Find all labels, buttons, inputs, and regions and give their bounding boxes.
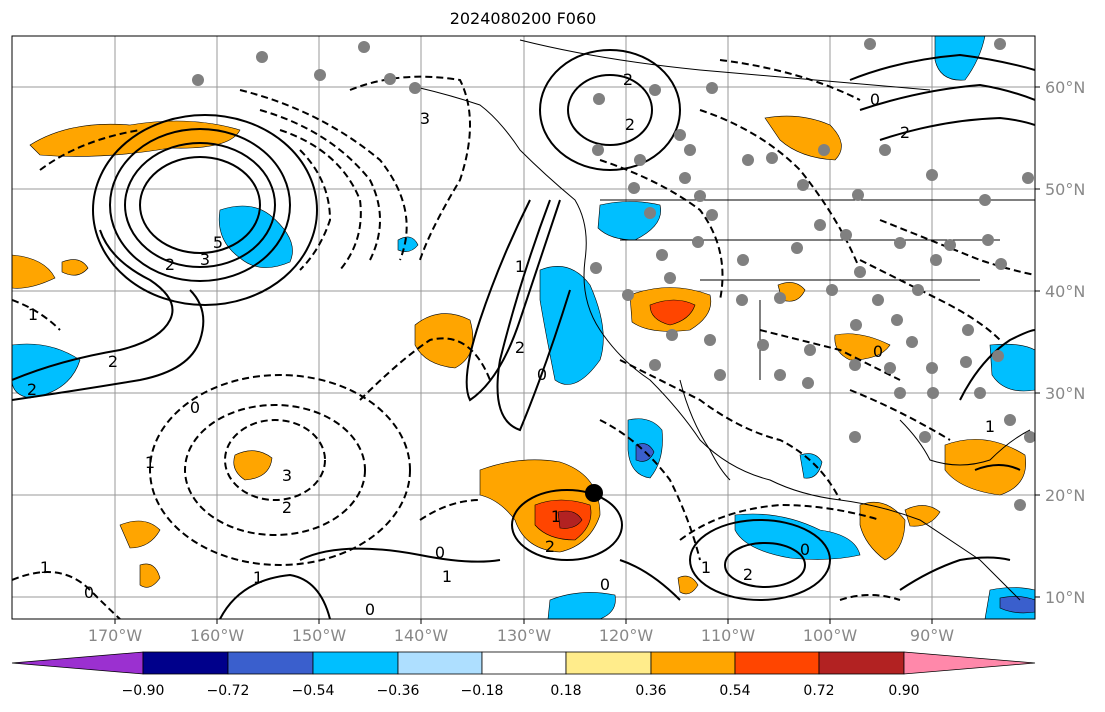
contour-label: 2 [545, 537, 555, 556]
colorbar-tick-label: 0.18 [550, 683, 582, 699]
dashed-contours [12, 59, 1035, 619]
contour-label: 2 [625, 115, 635, 134]
contour-label: 1 [145, 453, 155, 472]
contour-label: 0 [190, 398, 200, 417]
colorbar-tick-label: −0.18 [460, 683, 504, 699]
contour-label: 1 [515, 257, 525, 276]
contour-label: 1 [701, 558, 711, 577]
orange-blob [61, 259, 89, 276]
lon-label: 110°W [700, 626, 756, 645]
colorbar-segment [650, 651, 736, 675]
map-title: 2024080200 F060 [449, 9, 597, 28]
lon-label: 100°W [802, 626, 858, 645]
orange-blob [904, 505, 941, 527]
lat-label: 30°N [1045, 384, 1086, 403]
coastlines [419, 39, 1035, 601]
contour-label: 2 [900, 123, 910, 142]
colorbar-tick-label: 0.36 [635, 683, 667, 699]
lon-label: 160°W [189, 626, 245, 645]
lat-label: 60°N [1045, 78, 1086, 97]
tick-marks [114, 86, 1040, 624]
contour-label: 1 [442, 567, 452, 586]
station-dots [192, 38, 1035, 511]
gridlines [12, 36, 1035, 619]
solid-contours [12, 49, 1035, 619]
cyan-blob [218, 205, 293, 268]
lat-label: 40°N [1045, 282, 1086, 301]
lat-label: 20°N [1045, 486, 1086, 505]
orange-blob [119, 520, 161, 549]
contour-labels: 5 2 3 3 2 2 1 0 2 3 1 1 0 2 1 0 1 2 2 0 … [27, 70, 995, 619]
contour-label: 0 [800, 540, 810, 559]
contour-label: 2 [623, 70, 633, 89]
contour-label: 0 [435, 543, 445, 562]
colorbar-tick-label: −0.90 [121, 683, 165, 699]
lat-label: 50°N [1045, 180, 1086, 199]
colorbar-max-extend [903, 651, 1036, 675]
colorbar-segment [734, 651, 820, 675]
lon-label: 130°W [496, 626, 552, 645]
lon-label: 120°W [598, 626, 654, 645]
contour-label: 3 [200, 250, 210, 269]
cyan-blob [934, 36, 986, 81]
lon-label: 150°W [291, 626, 347, 645]
lon-label: 170°W [87, 626, 143, 645]
contour-label: 5 [213, 233, 223, 252]
colorbar-segment [818, 651, 905, 675]
red-blob [649, 299, 696, 326]
lon-label: 140°W [393, 626, 449, 645]
colorbar-tick-label: 0.54 [719, 683, 751, 699]
contour-label: 2 [282, 498, 292, 517]
blue-blob [999, 596, 1035, 614]
contour-label: 1 [253, 568, 263, 587]
cyan-blob [799, 453, 823, 479]
cyan-blob [12, 343, 81, 399]
contour-label: 2 [108, 352, 118, 371]
colorbar-tick-label: −0.72 [206, 683, 250, 699]
contour-label: 0 [873, 342, 883, 361]
contour-label: 2 [515, 338, 525, 357]
colorbar [11, 651, 1036, 675]
colorbar-tick-label: 0.72 [803, 683, 835, 699]
darkred-blob [557, 510, 583, 529]
colorbar-segment [312, 651, 399, 675]
lat-label: 10°N [1045, 588, 1086, 607]
orange-blob [139, 563, 161, 588]
storm-center-marker [585, 484, 603, 502]
contour-label: 0 [365, 600, 375, 619]
cyan-blob [547, 592, 616, 619]
contour-label: 2 [165, 255, 175, 274]
colorbar-segment [565, 651, 652, 675]
contour-label: 0 [600, 575, 610, 594]
orange-blob [12, 254, 56, 289]
orange-blob [677, 575, 699, 595]
contour-label: 0 [537, 365, 547, 384]
contour-label: 1 [28, 305, 38, 324]
cyan-blob [539, 266, 604, 385]
contour-label: 3 [420, 109, 430, 128]
contour-label: 2 [27, 380, 37, 399]
colorbar-segment [481, 651, 567, 675]
contour-label: 1 [551, 507, 561, 526]
contour-label: 2 [743, 565, 753, 584]
colorbar-segment [397, 651, 483, 675]
colorbar-min-extend [11, 651, 144, 675]
colorbar-segment [227, 651, 314, 675]
lon-label: 90°W [909, 626, 955, 645]
colorbar-tick-label: 0.90 [888, 683, 920, 699]
contour-label: 1 [985, 417, 995, 436]
colorbar-tick-label: −0.54 [291, 683, 335, 699]
contour-label: 3 [282, 466, 292, 485]
orange-blob [233, 450, 273, 481]
contour-label: 1 [40, 558, 50, 577]
contour-label: 0 [870, 90, 880, 109]
contour-label: 0 [84, 583, 94, 602]
colorbar-tick-label: −0.36 [376, 683, 420, 699]
cyan-blob [734, 513, 861, 560]
colorbar-segment [142, 651, 229, 675]
